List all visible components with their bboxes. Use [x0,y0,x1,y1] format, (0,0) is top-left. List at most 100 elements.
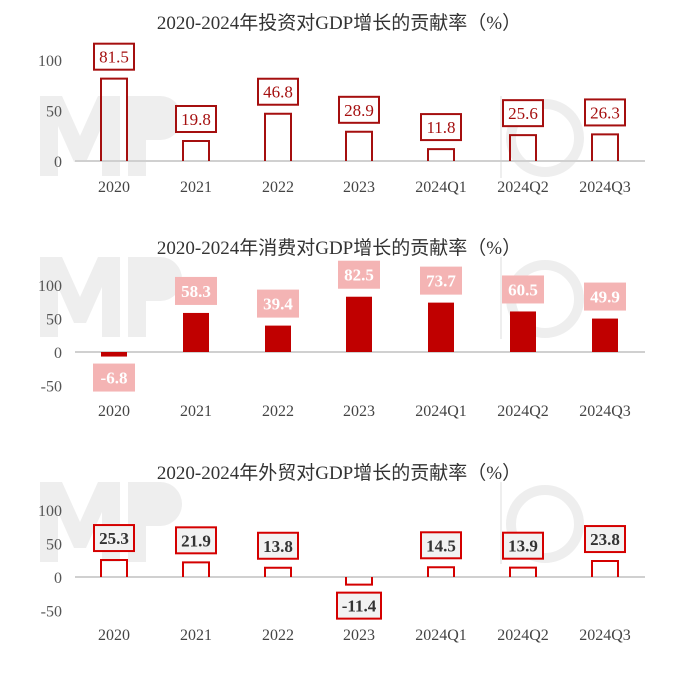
data-label: 49.9 [590,288,620,307]
data-label-box [420,113,462,142]
data-label: 11.8 [426,118,455,137]
data-label: 58.3 [181,282,211,301]
bar-2024Q2 [510,311,536,352]
data-label: 19.8 [181,110,211,129]
data-label-box [175,526,217,555]
x-tick-label: 2024Q1 [415,403,467,420]
x-tick-label: 2020 [98,179,130,196]
y-tick-label: 100 [38,53,62,70]
chart-1: 0 50 100 81.5 2020 19.8 2021 46.8 2022 28.9 2023 11… [0,0,678,225]
data-label-box [502,275,544,304]
data-label: 82.5 [344,266,374,285]
data-label-box [93,363,135,392]
y-tick-label: 100 [38,503,62,520]
bar-2024Q3 [591,560,619,577]
bar-2024Q1 [427,566,455,577]
bar-2024Q1 [428,302,454,352]
bar-2023 [345,130,373,161]
y-tick-label: 50 [46,104,62,121]
x-tick-label: 2020 [98,627,130,644]
x-tick-label: 2022 [262,627,294,644]
x-tick-label: 2024Q1 [415,179,467,196]
data-label-box [93,42,135,71]
data-label-box [257,289,299,318]
data-label: 81.5 [99,48,129,67]
data-label-box [584,282,626,311]
data-label: 73.7 [426,272,456,291]
x-tick-label: 2024Q2 [497,627,549,644]
bar-2022 [265,325,291,352]
watermark-logo [40,96,584,178]
x-tick-label: 2024Q3 [579,627,631,644]
bar-2020 [101,352,127,357]
bar-2023 [345,577,373,586]
chart-title: 2020-2024年消费对GDP增长的贡献率（%） [156,238,522,259]
chart-title: 2020-2024年外贸对GDP增长的贡献率（%） [156,463,522,484]
y-tick-label: 50 [46,537,62,554]
bar-2022 [264,566,292,577]
data-label: 14.5 [426,536,456,555]
y-tick-label: 100 [38,278,62,295]
data-label: 13.8 [263,537,293,556]
y-tick-label: -50 [41,379,62,396]
chart-3: -50 0 50 100 25.3 2020 21.9 2021 13.8 2022 -11.4 20… [0,450,678,675]
x-tick-label: 2023 [343,403,375,420]
x-tick-label: 2021 [180,403,212,420]
data-label-box [502,99,544,128]
data-label: 60.5 [508,280,538,299]
bar-2020 [100,77,128,161]
data-label: -6.8 [101,369,128,388]
watermark-logo [40,482,584,564]
bar-2024Q2 [509,566,537,577]
y-tick-label: -50 [41,604,62,621]
y-tick-label: 0 [54,154,62,171]
chart-svg: -50 0 50 100 25.3 2020 21.9 2021 13.8 2022 -11.4 20… [38,482,645,644]
bar-2020 [100,559,128,577]
bar-2021 [183,312,209,352]
data-label-box [336,591,382,620]
data-label-box [175,105,217,134]
chart-title: 2020-2024年投资对GDP增长的贡献率（%） [156,13,522,34]
data-label-box [175,276,217,305]
data-label-box [502,531,544,560]
chart-svg: 0 50 100 81.5 2020 19.8 2021 46.8 2022 28.9 2023 11… [38,42,645,196]
data-label: 26.3 [590,103,620,122]
y-tick-label: 50 [46,312,62,329]
data-label-box [93,524,135,553]
bar-2024Q3 [591,133,619,161]
x-tick-label: 2020 [98,403,130,420]
data-label: 25.6 [508,104,538,123]
x-tick-label: 2024Q3 [579,403,631,420]
bar-2024Q3 [592,318,618,352]
x-tick-label: 2022 [262,403,294,420]
bar-2022 [264,112,292,161]
data-label: 23.8 [590,530,620,549]
data-label: 13.9 [508,537,538,556]
watermark-logo [40,257,584,339]
y-tick-label: 0 [54,345,62,362]
data-label: 46.8 [263,83,293,102]
data-label: 21.9 [181,531,211,550]
bar-2024Q2 [509,134,537,161]
data-label-box [584,525,626,554]
x-tick-label: 2023 [343,179,375,196]
x-tick-label: 2023 [343,627,375,644]
data-label: 25.3 [99,529,129,548]
x-tick-label: 2024Q2 [497,403,549,420]
data-label: 28.9 [344,101,374,120]
data-label-box [338,260,380,289]
bar-2021 [182,140,210,161]
y-tick-label: 0 [54,570,62,587]
chart-2: -50 0 50 100 -6.8 2020 58.3 2021 39.4 2022 82.5 202… [0,225,678,450]
x-tick-label: 2024Q3 [579,179,631,196]
x-tick-label: 2021 [180,179,212,196]
bar-2023 [346,296,372,352]
data-label-box [257,531,299,560]
data-label-box [257,77,299,106]
bar-2024Q1 [427,148,455,161]
x-tick-label: 2024Q2 [497,179,549,196]
data-label: -11.4 [342,597,377,616]
x-tick-label: 2024Q1 [415,627,467,644]
bar-2021 [182,561,210,577]
data-label-box [338,95,380,124]
